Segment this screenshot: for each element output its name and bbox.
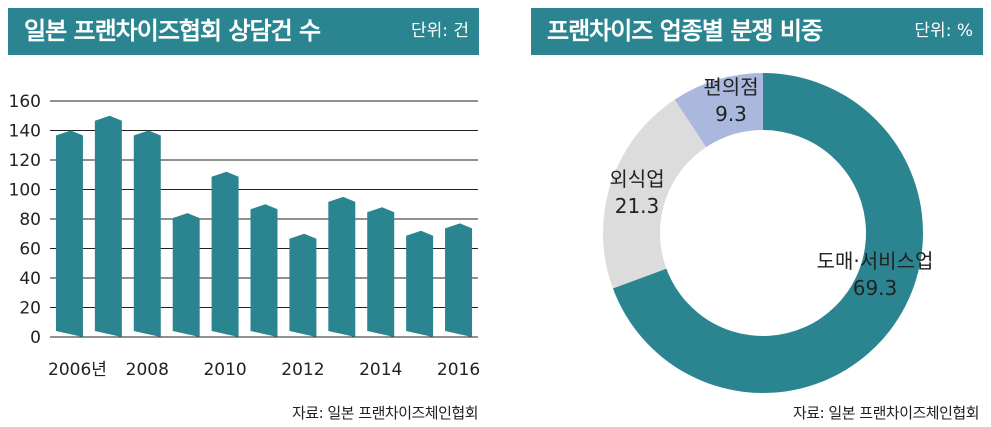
y-tick-label: 60 bbox=[19, 240, 41, 260]
donut-chart-plot: 도매·서비스업 69.3 외식업 21.3 편의점 9.3 bbox=[603, 73, 934, 394]
bar-chart-plot: 0 20 40 60 80 100 120 140 160 2006년 2008 2010 2012 20… bbox=[9, 92, 481, 380]
bar-2013 bbox=[328, 196, 356, 337]
bar-2007 bbox=[94, 115, 122, 337]
y-tick-label: 100 bbox=[9, 181, 41, 201]
slice-label: 편의점 bbox=[703, 75, 758, 99]
slice-value: 21.3 bbox=[615, 194, 660, 218]
bar-2008 bbox=[133, 130, 161, 337]
bar-chart-title: 일본 프랜차이즈협회 상담건 수 bbox=[24, 17, 321, 45]
donut-chart-title: 프랜차이즈 업종별 분쟁 비중 bbox=[547, 17, 823, 45]
x-tick-label: 2010 bbox=[203, 360, 246, 380]
bar-2010 bbox=[211, 171, 239, 337]
donut-slice-2 bbox=[674, 73, 763, 148]
y-tick-label: 20 bbox=[19, 299, 41, 319]
bar-2016 bbox=[445, 223, 473, 337]
slice-label: 외식업 bbox=[609, 167, 664, 191]
y-tick-label: 0 bbox=[30, 328, 41, 348]
bar-chart-unit: 단위: 건 bbox=[410, 21, 469, 41]
bar-chart-source: 자료: 일본 프랜차이즈체인협회 bbox=[292, 404, 479, 422]
bar-2011 bbox=[250, 204, 278, 337]
y-tick-label: 80 bbox=[19, 210, 41, 230]
x-tick-label: 2016 bbox=[437, 360, 480, 380]
slice-value: 69.3 bbox=[853, 276, 898, 300]
y-tick-label: 160 bbox=[9, 92, 41, 112]
bar-2006 bbox=[55, 130, 83, 337]
y-tick-label: 40 bbox=[19, 269, 41, 289]
bar-2012 bbox=[289, 233, 317, 337]
donut-chart-source: 자료: 일본 프랜차이즈체인협회 bbox=[793, 404, 980, 422]
donut-chart-unit: 단위: % bbox=[914, 21, 973, 41]
y-tick-label: 140 bbox=[9, 122, 41, 142]
bar-chart-title-bar: 일본 프랜차이즈협회 상담건 수 단위: 건 bbox=[8, 8, 479, 55]
bar-2009 bbox=[172, 213, 200, 337]
donut-chart-panel: 프랜차이즈 업종별 분쟁 비중 단위: % 도매·서비스업 69.3 외식업 21.3… bbox=[531, 0, 991, 427]
x-tick-label: 2014 bbox=[359, 360, 402, 380]
bar-2014 bbox=[367, 207, 395, 337]
bar-2015 bbox=[406, 230, 434, 337]
slice-label: 도매·서비스업 bbox=[817, 249, 934, 273]
x-tick-label: 2006년 bbox=[48, 360, 107, 380]
donut-slice-0 bbox=[612, 73, 923, 394]
donut-chart-title-bar: 프랜차이즈 업종별 분쟁 비중 단위: % bbox=[531, 8, 983, 55]
x-tick-label: 2012 bbox=[281, 360, 324, 380]
slice-value: 9.3 bbox=[715, 102, 747, 126]
x-tick-label: 2008 bbox=[126, 360, 169, 380]
donut-slice-1 bbox=[603, 99, 707, 289]
y-tick-label: 120 bbox=[9, 151, 41, 171]
bar-chart-panel: 일본 프랜차이즈협회 상담건 수 단위: 건 0 20 40 60 80 100 120 14… bbox=[0, 0, 490, 427]
